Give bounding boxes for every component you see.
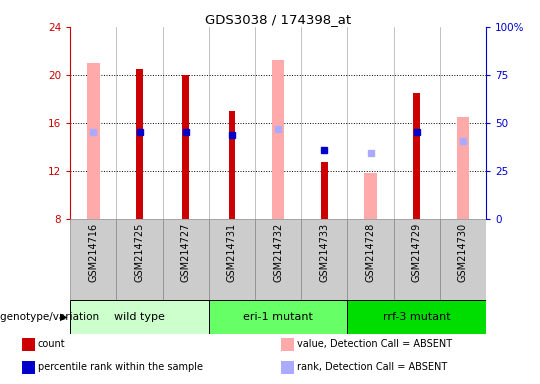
Bar bbox=[281, 338, 294, 351]
Text: value, Detection Call = ABSENT: value, Detection Call = ABSENT bbox=[297, 339, 452, 349]
Bar bbox=[209, 219, 255, 300]
Bar bbox=[117, 219, 163, 300]
Title: GDS3038 / 174398_at: GDS3038 / 174398_at bbox=[205, 13, 351, 26]
Bar bbox=[228, 111, 235, 219]
Text: GSM214728: GSM214728 bbox=[366, 223, 375, 282]
Bar bbox=[272, 61, 285, 219]
Bar bbox=[70, 300, 209, 334]
Text: wild type: wild type bbox=[114, 312, 165, 322]
Bar bbox=[364, 173, 377, 219]
Text: GSM214716: GSM214716 bbox=[89, 223, 98, 282]
Text: rrf-3 mutant: rrf-3 mutant bbox=[383, 312, 450, 322]
Bar bbox=[394, 219, 440, 300]
Text: GSM214731: GSM214731 bbox=[227, 223, 237, 282]
Bar bbox=[209, 300, 347, 334]
Text: GSM214729: GSM214729 bbox=[411, 223, 422, 282]
Bar bbox=[347, 300, 486, 334]
Bar bbox=[440, 219, 486, 300]
Bar bbox=[163, 219, 209, 300]
Text: percentile rank within the sample: percentile rank within the sample bbox=[38, 362, 203, 372]
Bar bbox=[301, 219, 347, 300]
Text: eri-1 mutant: eri-1 mutant bbox=[243, 312, 313, 322]
Text: GSM214725: GSM214725 bbox=[134, 223, 145, 282]
Bar bbox=[255, 219, 301, 300]
Bar bbox=[347, 219, 394, 300]
Bar bbox=[183, 75, 189, 219]
Bar bbox=[22, 338, 35, 351]
Text: count: count bbox=[38, 339, 65, 349]
Bar bbox=[321, 162, 328, 219]
Bar bbox=[22, 361, 35, 374]
Bar bbox=[281, 361, 294, 374]
Bar bbox=[414, 93, 420, 219]
Text: GSM214733: GSM214733 bbox=[319, 223, 329, 282]
Bar bbox=[136, 69, 143, 219]
Text: GSM214730: GSM214730 bbox=[458, 223, 468, 282]
Text: genotype/variation: genotype/variation bbox=[0, 312, 103, 322]
Text: rank, Detection Call = ABSENT: rank, Detection Call = ABSENT bbox=[297, 362, 447, 372]
Text: GSM214727: GSM214727 bbox=[181, 223, 191, 282]
Text: GSM214732: GSM214732 bbox=[273, 223, 283, 282]
Text: ▶: ▶ bbox=[60, 312, 68, 322]
Bar bbox=[87, 63, 99, 219]
Bar bbox=[457, 117, 469, 219]
Bar bbox=[70, 219, 117, 300]
